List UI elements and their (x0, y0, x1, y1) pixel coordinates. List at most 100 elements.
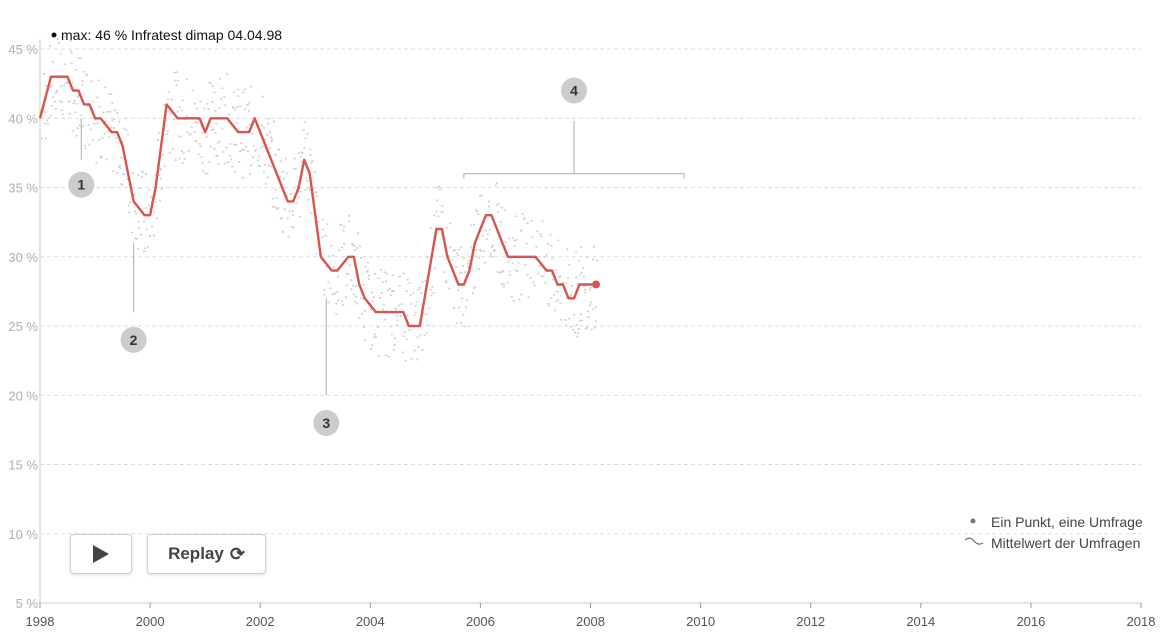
poll-dot (501, 270, 504, 273)
poll-dot (255, 149, 258, 151)
poll-dot (453, 307, 456, 309)
poll-dot (105, 158, 108, 161)
poll-dot (587, 316, 590, 319)
poll-dot (558, 276, 561, 279)
poll-dot (393, 337, 396, 340)
poll-dot (137, 174, 140, 176)
poll-dot (347, 273, 350, 275)
poll-dot (120, 156, 123, 159)
poll-dot (352, 243, 355, 246)
poll-dot (366, 269, 369, 272)
poll-dot (410, 303, 413, 305)
poll-dot (265, 134, 268, 136)
poll-dot (271, 197, 274, 200)
poll-dot (171, 147, 174, 150)
poll-dot (571, 285, 574, 287)
poll-dot (285, 172, 288, 175)
poll-dot (415, 301, 418, 303)
poll-dot (75, 134, 78, 137)
poll-dot (357, 232, 360, 235)
poll-dot (379, 269, 382, 271)
poll-dot (332, 266, 335, 269)
play-button[interactable] (70, 534, 132, 574)
poll-dot (97, 79, 100, 82)
poll-dot (562, 281, 565, 284)
poll-dot (548, 305, 551, 307)
poll-dot (381, 281, 384, 283)
poll-dot (496, 211, 499, 213)
poll-dot (190, 126, 193, 128)
poll-dot (303, 147, 306, 149)
poll-dot (158, 199, 161, 202)
refresh-icon: ⟳ (229, 543, 245, 564)
poll-dot (425, 331, 428, 334)
poll-dot (554, 309, 557, 312)
callout-badge[interactable] (313, 409, 340, 436)
poll-dot (243, 148, 246, 151)
poll-dot (405, 338, 408, 340)
poll-dot (592, 246, 595, 248)
poll-dot (266, 123, 269, 125)
poll-dot (77, 94, 80, 97)
poll-dot (116, 112, 119, 114)
poll-dot (331, 293, 334, 295)
poll-dot (262, 170, 265, 173)
poll-dot (429, 289, 432, 291)
poll-dot (393, 343, 396, 346)
poll-dot (500, 283, 503, 286)
poll-dot (445, 281, 448, 284)
callout-badge[interactable] (120, 326, 147, 353)
poll-dot (175, 84, 178, 87)
poll-dot (372, 296, 375, 298)
callout-badge[interactable] (68, 171, 95, 198)
poll-dot (181, 99, 184, 102)
poll-dot (73, 100, 76, 102)
poll-dot (76, 95, 79, 98)
poll-dot (322, 228, 325, 231)
poll-dot (567, 277, 570, 279)
poll-dot (340, 223, 343, 226)
poll-dot (68, 112, 71, 115)
x-tick-label: 2014 (906, 614, 935, 629)
poll-dot (537, 272, 540, 275)
poll-dot (225, 146, 228, 149)
y-tick-label: 30 % (8, 250, 38, 265)
poll-dot (228, 113, 231, 116)
poll-dot (263, 164, 266, 166)
poll-dot (410, 358, 413, 360)
poll-dot (186, 131, 189, 134)
poll-dot (475, 209, 478, 211)
poll-dot (425, 313, 428, 316)
poll-dot (588, 304, 591, 307)
x-tick-label: 2004 (356, 614, 385, 629)
x-tick-label: 2000 (136, 614, 165, 629)
poll-dot (348, 214, 351, 217)
poll-dot (221, 127, 224, 130)
replay-button[interactable]: Replay ⟳ (147, 534, 266, 574)
poll-dot (346, 284, 349, 286)
poll-dot (591, 258, 594, 261)
poll-dot (98, 105, 101, 108)
poll-dot (208, 161, 211, 163)
poll-dot (312, 188, 315, 191)
callout-badge[interactable] (560, 77, 587, 104)
poll-dot (138, 226, 141, 229)
poll-dot (170, 98, 173, 101)
poll-dot (95, 162, 98, 165)
poll-dot (46, 122, 49, 125)
poll-dot (132, 172, 135, 175)
poll-dot (400, 303, 403, 305)
poll-dot (513, 245, 516, 247)
legend-item-dots: Ein Punkt, eine Umfrage (991, 514, 1143, 530)
poll-dot (485, 238, 488, 240)
poll-dot (249, 173, 252, 175)
x-tick-label: 2002 (246, 614, 275, 629)
poll-dot (60, 101, 63, 104)
poll-dot (102, 111, 105, 114)
poll-dot (196, 121, 199, 124)
poll-dot (405, 290, 408, 293)
poll-dot (362, 298, 365, 300)
poll-dot (195, 107, 198, 110)
legend-line-icon (964, 537, 984, 545)
